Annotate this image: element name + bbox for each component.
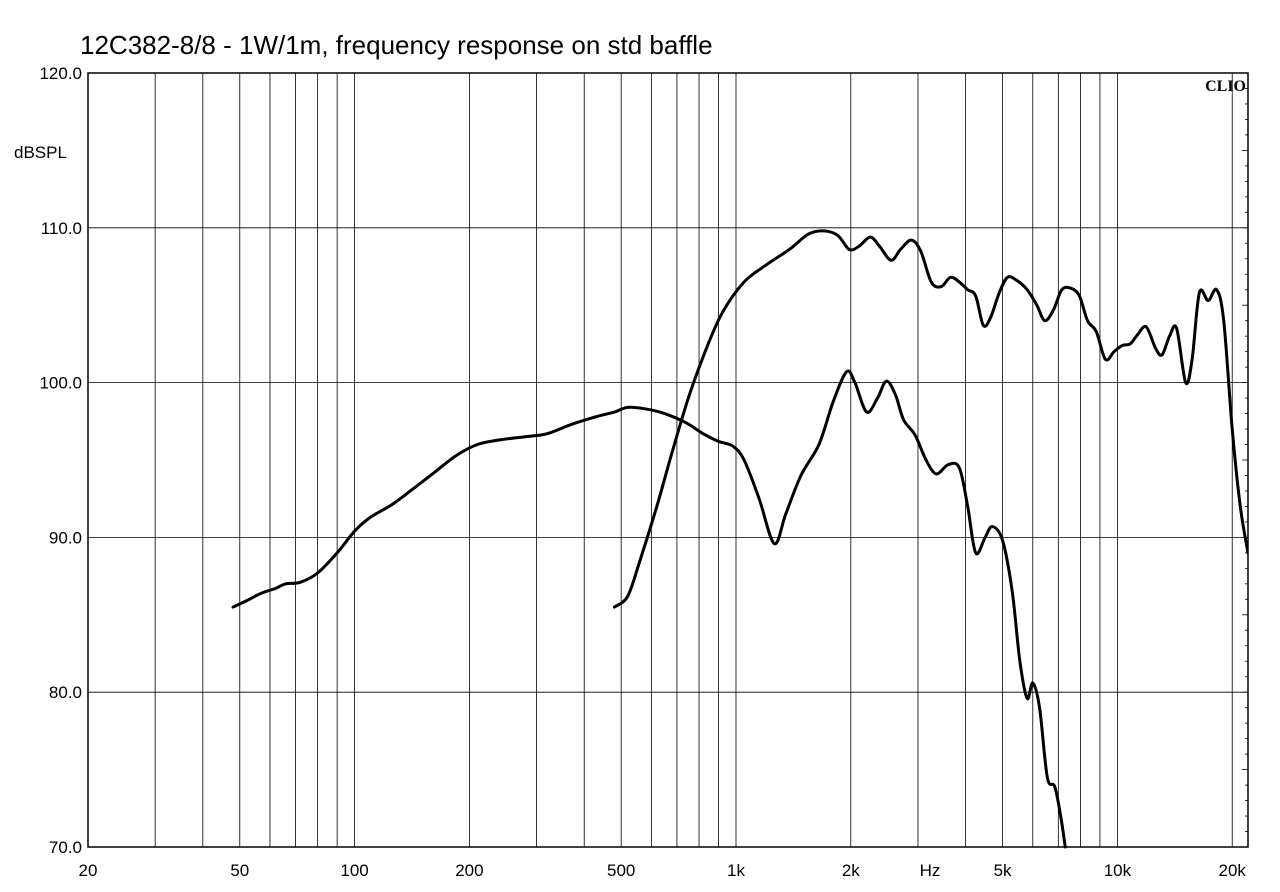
chart-title: 12C382-8/8 - 1W/1m, frequency response o…	[80, 30, 713, 60]
series-line-tweeter	[612, 229, 1248, 609]
x-tick-label: 200	[455, 861, 483, 880]
x-tick-label: 50	[230, 861, 249, 880]
y-tick-label: 90.0	[49, 528, 82, 547]
series-line-woofer	[231, 369, 1067, 849]
series-layer	[231, 229, 1248, 849]
y-tick-label: 120.0	[39, 64, 82, 83]
x-tick-label: 1k	[727, 861, 745, 880]
x-tick-label: 10k	[1104, 861, 1132, 880]
clio-brand-label: CLIO	[1205, 78, 1246, 95]
y-axis-unit-label: dBSPL	[14, 143, 67, 162]
grid-layer	[88, 72, 1248, 848]
y-tick-label: 110.0	[41, 219, 82, 238]
y-tick-label: 80.0	[49, 683, 82, 702]
x-axis-unit-label: Hz	[920, 861, 941, 880]
axis-labels: 70.0 80.0 90.0 100.0 110.0 120.0 20 50 100 200 500…	[39, 64, 1246, 880]
x-tick-label: 20	[79, 861, 98, 880]
x-tick-label: 100	[340, 861, 368, 880]
x-tick-label: 20k	[1219, 861, 1247, 880]
x-tick-label: 5k	[994, 861, 1012, 880]
y-tick-label: 100.0	[39, 374, 82, 393]
plot-border	[87, 72, 1249, 848]
y-tick-label: 70.0	[49, 838, 82, 857]
x-tick-label: 2k	[842, 861, 860, 880]
x-tick-label: 500	[607, 861, 635, 880]
